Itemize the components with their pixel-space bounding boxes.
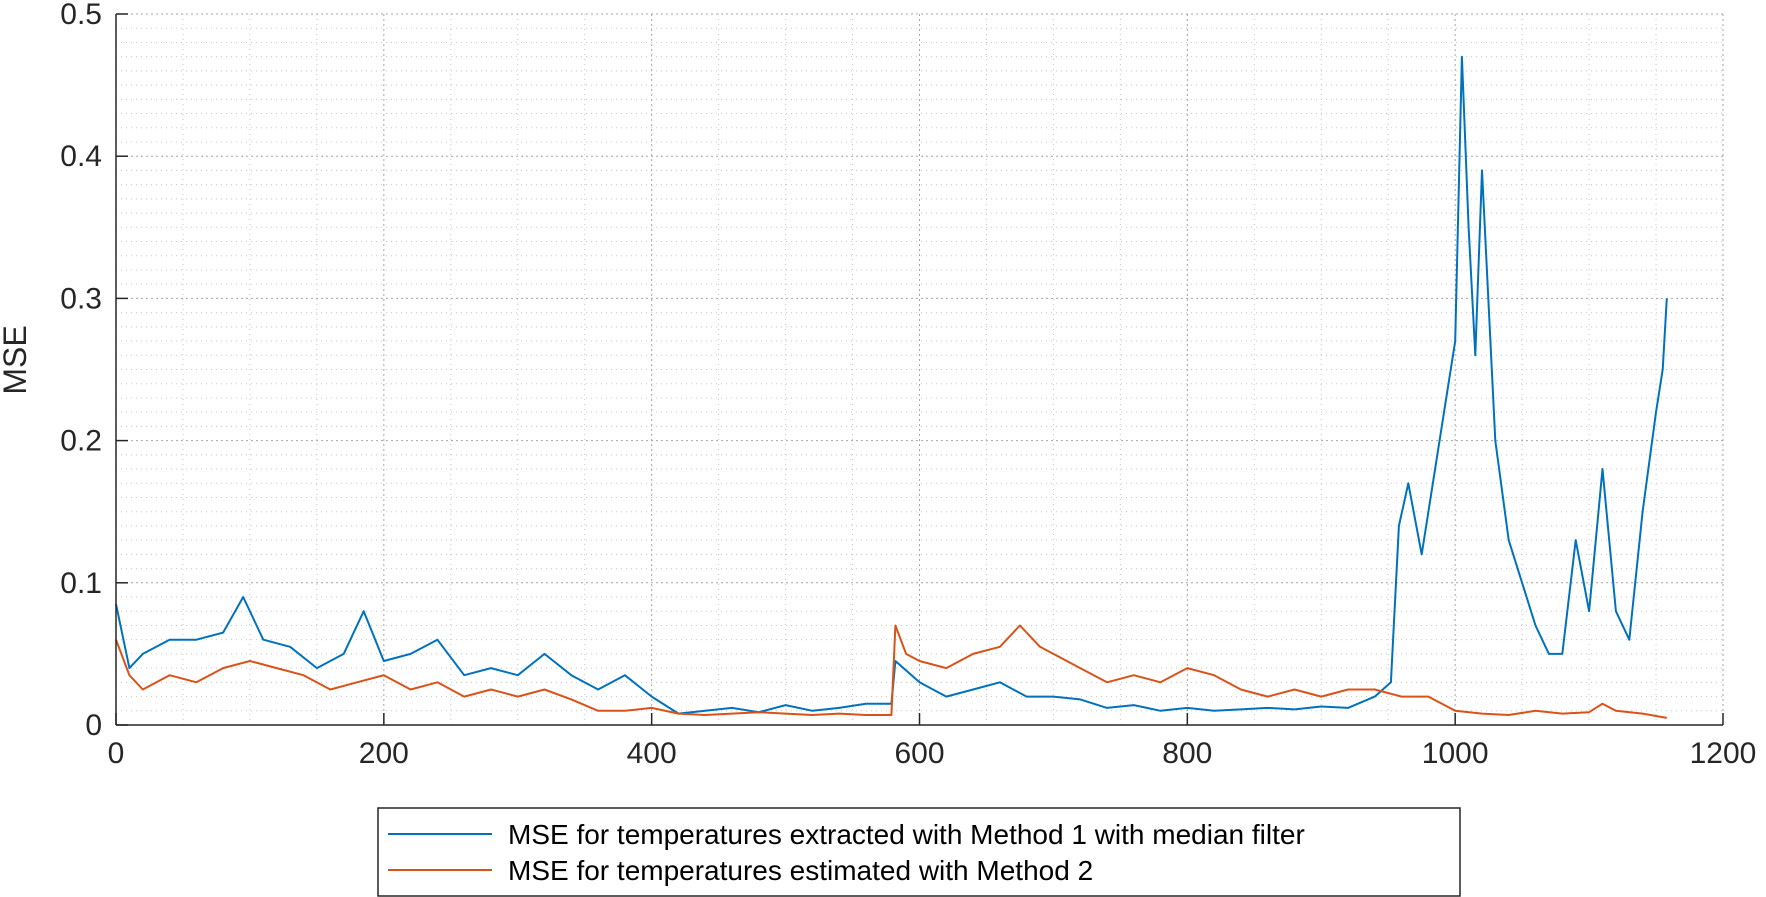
legend-label-series-2: MSE for temperatures estimated with Meth… <box>508 855 1093 886</box>
y-tick-label: 0.1 <box>60 567 102 600</box>
axes <box>115 13 1724 726</box>
y-tick-label: 0.5 <box>60 0 102 31</box>
series-line-1 <box>115 55 1668 715</box>
x-tick-label: 600 <box>894 737 944 770</box>
series-layer <box>115 55 1668 719</box>
y-tick-label: 0.3 <box>60 282 102 315</box>
y-tick-labels: 0 0.1 0.2 0.3 0.4 0.5 <box>60 0 102 742</box>
x-tick-label: 200 <box>359 737 409 770</box>
x-tick-label: 1200 <box>1690 737 1757 770</box>
legend-label-series-1: MSE for temperatures extracted with Meth… <box>508 819 1305 850</box>
y-axis-label: MSE <box>0 325 33 394</box>
y-tick-label: 0.2 <box>60 425 102 458</box>
x-tick-label: 800 <box>1162 737 1212 770</box>
y-tick-label: 0 <box>85 709 102 742</box>
x-tick-label: 400 <box>627 737 677 770</box>
minor-gridlines <box>116 14 1723 725</box>
x-tick-label: 1000 <box>1422 737 1489 770</box>
y-tick-label: 0.4 <box>60 140 102 173</box>
series-line-2 <box>115 624 1667 719</box>
x-tick-labels: 0 200 400 600 800 1000 1200 <box>108 737 1757 770</box>
legend: MSE for temperatures extracted with Meth… <box>377 807 1461 897</box>
x-tick-label: 0 <box>108 737 125 770</box>
legend-box <box>377 807 1461 897</box>
